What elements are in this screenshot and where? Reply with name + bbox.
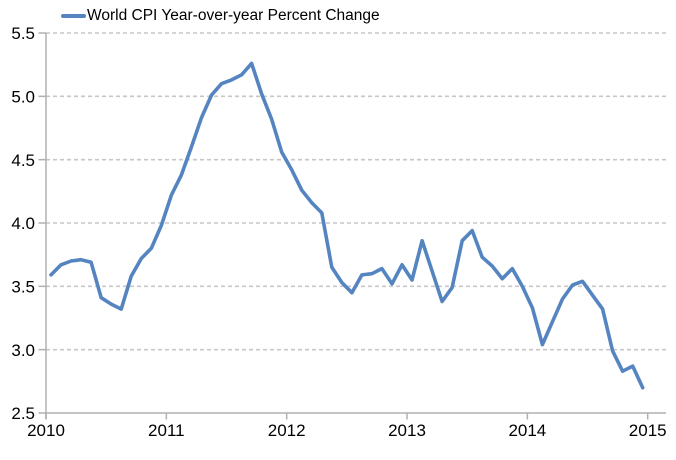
x-tick-label: 2010 [27, 421, 65, 440]
y-tick-label: 3.5 [11, 277, 35, 296]
x-tick-label: 2012 [268, 421, 306, 440]
legend-line-marker-icon [61, 14, 86, 18]
y-tick-label: 4.5 [11, 151, 35, 170]
y-tick-label: 2.5 [11, 404, 35, 423]
y-tick-label: 5.5 [11, 24, 35, 43]
legend-series-label: World CPI Year-over-year Percent Change [87, 7, 380, 24]
y-tick-label: 5.0 [11, 87, 35, 106]
x-tick-label: 2013 [388, 421, 426, 440]
x-tick-label: 2015 [629, 421, 667, 440]
chart-legend: World CPI Year-over-year Percent Change [61, 5, 380, 27]
y-tick-label: 3.0 [11, 341, 35, 360]
cpi-line-series [49, 61, 645, 390]
x-tick-label: 2011 [148, 421, 185, 440]
x-tick-label: 2014 [508, 421, 546, 440]
y-tick-label: 4.0 [11, 214, 35, 233]
